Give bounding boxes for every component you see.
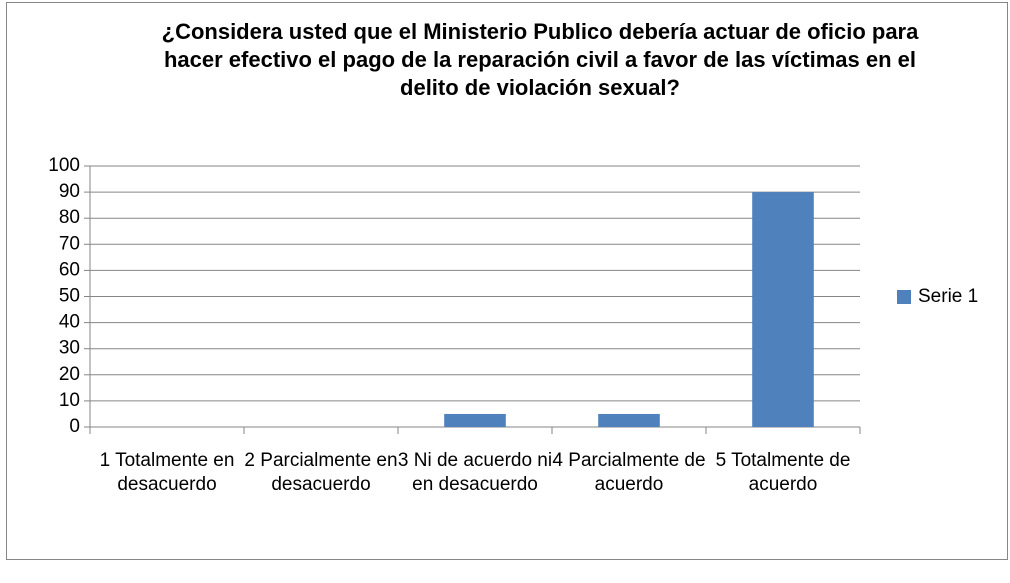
legend-label: Serie 1 <box>918 286 978 307</box>
x-label-box: 5 Totalmente de acuerdo <box>715 450 851 495</box>
y-tick-label: 100 <box>48 155 80 176</box>
y-tick-label: 50 <box>59 286 80 307</box>
legend-swatch <box>897 290 911 304</box>
x-tick-label: 5 Totalmente de acuerdo <box>715 450 851 495</box>
y-tick-label: 10 <box>59 390 80 411</box>
x-tick-label: 1 Totalmente en desacuerdo <box>99 450 235 495</box>
y-tick-label: 0 <box>69 416 80 437</box>
y-tick-label: 70 <box>59 233 80 254</box>
x-label-box: 4 Parcialmente de acuerdo <box>552 450 706 495</box>
bar <box>752 192 814 427</box>
x-tick-label: 2 Parcialmente en desacuerdo <box>244 450 398 495</box>
y-tick-label: 90 <box>59 181 80 202</box>
x-label-box: 1 Totalmente en desacuerdo <box>99 450 235 495</box>
x-label-box: 2 Parcialmente en desacuerdo <box>244 450 398 495</box>
y-tick-label: 20 <box>59 364 80 385</box>
title-box: ¿Considera usted que el Ministerio Publi… <box>161 19 919 100</box>
bar <box>598 413 660 427</box>
bar <box>444 413 506 427</box>
y-tick-label: 30 <box>59 338 80 359</box>
y-tick-label: 60 <box>59 259 80 280</box>
x-tick-label: 3 Ni de acuerdo ni en desacuerdo <box>397 450 553 495</box>
chart-border <box>6 2 1008 560</box>
y-tick-label: 40 <box>59 312 80 333</box>
chart-title: ¿Considera usted que el Ministerio Publi… <box>161 19 919 100</box>
y-tick-label: 80 <box>59 207 80 228</box>
x-label-box: 3 Ni de acuerdo ni en desacuerdo <box>397 450 553 495</box>
x-tick-label: 4 Parcialmente de acuerdo <box>552 450 706 495</box>
